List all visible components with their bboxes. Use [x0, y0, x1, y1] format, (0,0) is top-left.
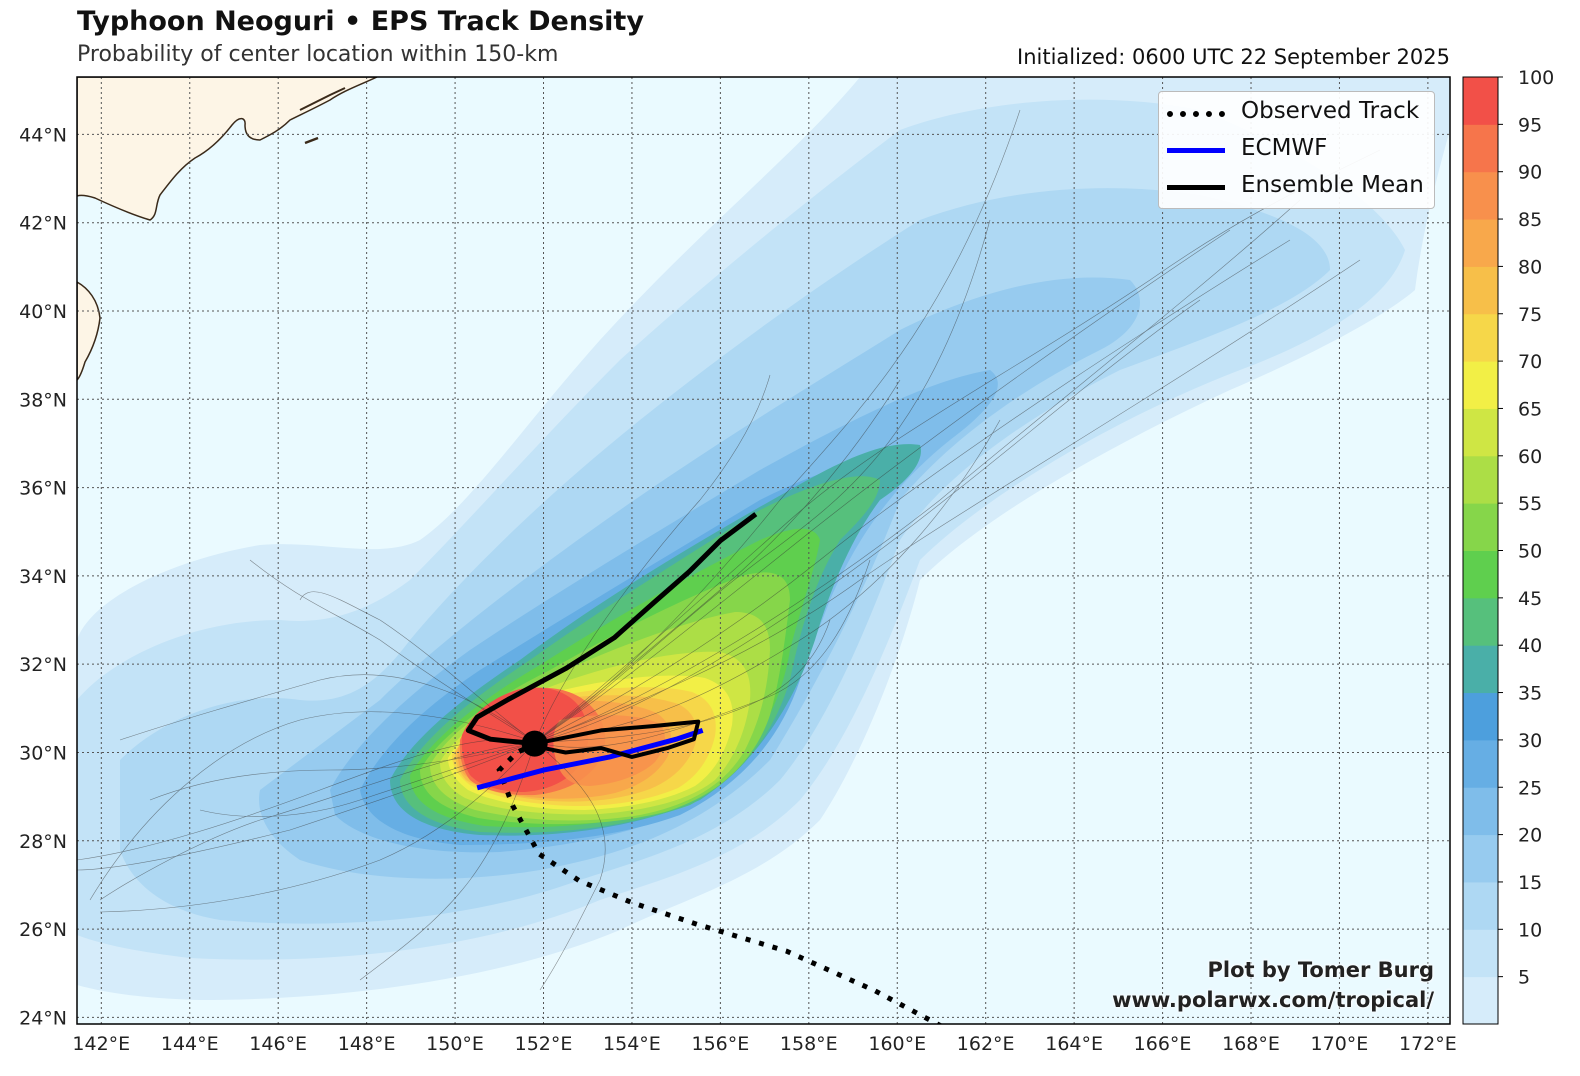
- colorbar-segment: [1463, 550, 1498, 599]
- ensemble-member-tracks: [77, 109, 1381, 991]
- chart-subtitle: Probability of center location within 15…: [77, 42, 559, 67]
- lon-tick-label: 150°E: [426, 1033, 484, 1055]
- current-storm-position-marker: [521, 730, 548, 757]
- lon-tick-label: 166°E: [1134, 1033, 1192, 1055]
- colorbar-segment: [1463, 503, 1498, 551]
- credit-url: www.polarwx.com/tropical/: [1112, 988, 1434, 1012]
- colorbar-segment: [1463, 171, 1498, 220]
- lat-tick-label: 42°N: [19, 213, 67, 235]
- lon-tick-label: 158°E: [780, 1033, 838, 1055]
- colorbar-label: 15: [1518, 872, 1542, 894]
- colorbar-segment: [1463, 787, 1498, 836]
- lon-tick-label: 152°E: [515, 1033, 573, 1055]
- credit-author: Plot by Tomer Burg: [1207, 958, 1435, 982]
- lat-tick-label: 30°N: [19, 742, 67, 764]
- lon-tick-label: 172°E: [1399, 1033, 1457, 1055]
- colorbar-label: 70: [1518, 351, 1542, 373]
- colorbar-segment: [1463, 976, 1498, 1025]
- legend-swatch-ecmwf: [1167, 148, 1225, 153]
- map-gridlines: [77, 77, 1450, 1024]
- lat-tick-label: 32°N: [19, 654, 67, 676]
- lon-tick-label: 142°E: [72, 1033, 130, 1055]
- colorbar-segment: [1463, 455, 1498, 504]
- lat-tick-label: 34°N: [19, 566, 67, 588]
- colorbar-label: 50: [1518, 541, 1542, 563]
- colorbar-label: 60: [1518, 446, 1542, 468]
- colorbar-segment: [1463, 881, 1498, 930]
- lat-tick-label: 26°N: [19, 919, 67, 941]
- longitude-axis-labels: 142°E 144°E 146°E 148°E 150°E 152°E 154°E 156°E…: [72, 1033, 1456, 1055]
- legend-swatch-observed: [1167, 111, 1225, 117]
- legend-swatch-ensemble-mean: [1167, 185, 1225, 190]
- lat-tick-label: 44°N: [19, 124, 67, 146]
- colorbar-label: 35: [1518, 683, 1542, 705]
- colorbar-segment: [1463, 266, 1498, 315]
- colorbar-segment: [1463, 408, 1498, 457]
- colorbar-label: 30: [1518, 730, 1542, 752]
- colorbar-segment: [1463, 834, 1498, 883]
- legend-label-ecmwf: ECMWF: [1241, 135, 1328, 161]
- colorbar-label: 80: [1518, 256, 1542, 278]
- colorbar-label: 10: [1518, 919, 1542, 941]
- map-frame: [76, 76, 1451, 1025]
- lon-tick-label: 148°E: [338, 1033, 396, 1055]
- land-hokkaido: [77, 77, 378, 221]
- colorbar-segment: [1463, 597, 1498, 646]
- lat-tick-label: 24°N: [19, 1007, 67, 1029]
- lon-tick-label: 160°E: [868, 1033, 926, 1055]
- chart-title: Typhoon Neoguri • EPS Track Density: [77, 6, 644, 37]
- ensemble-mean-loop-line: [534, 719, 701, 759]
- legend-label-ensemble-mean: Ensemble Mean: [1241, 172, 1424, 198]
- land-kuril-islands-2: [304, 136, 319, 145]
- colorbar-label: 75: [1518, 304, 1542, 326]
- colorbar-segment: [1463, 219, 1498, 267]
- colorbar-segment: [1463, 645, 1498, 694]
- colorbar-label: 40: [1518, 635, 1542, 657]
- colorbar-label: 95: [1518, 114, 1542, 136]
- lat-tick-label: 38°N: [19, 389, 67, 411]
- lon-tick-label: 156°E: [691, 1033, 749, 1055]
- land-kuril-islands: [299, 87, 346, 111]
- latitude-axis-labels: 24°N 26°N 28°N 30°N 32°N 34°N 36°N 38°N 40°N 42°N…: [19, 124, 67, 1029]
- lat-tick-label: 40°N: [19, 301, 67, 323]
- initialized-time: Initialized: 0600 UTC 22 September 2025: [1017, 45, 1450, 69]
- colorbar-label: 5: [1518, 967, 1530, 989]
- legend-item-ecmwf: ECMWF: [1159, 131, 1434, 167]
- colorbar-label: 90: [1518, 162, 1542, 184]
- legend-item-observed-track: Observed Track: [1159, 94, 1434, 130]
- colorbar-segment: [1463, 361, 1498, 409]
- lon-tick-label: 164°E: [1045, 1033, 1103, 1055]
- colorbar-segment: [1463, 692, 1498, 741]
- legend-box: Observed Track ECMWF Ensemble Mean: [1158, 91, 1435, 209]
- land-honshu: [77, 281, 101, 382]
- lon-tick-label: 146°E: [249, 1033, 307, 1055]
- lon-tick-label: 168°E: [1222, 1033, 1280, 1055]
- colorbar-label: 100: [1518, 67, 1554, 89]
- colorbar-segment: [1463, 313, 1498, 362]
- lat-tick-label: 36°N: [19, 478, 67, 500]
- lon-tick-label: 162°E: [957, 1033, 1015, 1055]
- colorbar-label: 45: [1518, 588, 1542, 610]
- ensemble-mean-track-line: [465, 512, 758, 747]
- colorbar-label: 85: [1518, 209, 1542, 231]
- colorbar-segment: [1463, 739, 1498, 788]
- colorbar: 5 10 15 20 25 30 35 40 45 50 55 60 65 70 75 80 85 90 95 100: [1462, 67, 1554, 1025]
- lon-tick-label: 144°E: [161, 1033, 219, 1055]
- colorbar-segment: [1463, 929, 1498, 978]
- colorbar-label: 55: [1518, 493, 1542, 515]
- colorbar-segment: [1463, 77, 1498, 125]
- lon-tick-label: 170°E: [1311, 1033, 1369, 1055]
- colorbar-label: 65: [1518, 398, 1542, 420]
- ecmwf-track-line: [476, 728, 704, 791]
- lon-tick-label: 154°E: [603, 1033, 661, 1055]
- colorbar-segment: [1463, 124, 1498, 173]
- legend-item-ensemble-mean: Ensemble Mean: [1159, 168, 1434, 204]
- colorbar-label: 25: [1518, 777, 1542, 799]
- colorbar-label: 20: [1518, 825, 1542, 847]
- lat-tick-label: 28°N: [19, 831, 67, 853]
- legend-label-observed: Observed Track: [1241, 98, 1420, 124]
